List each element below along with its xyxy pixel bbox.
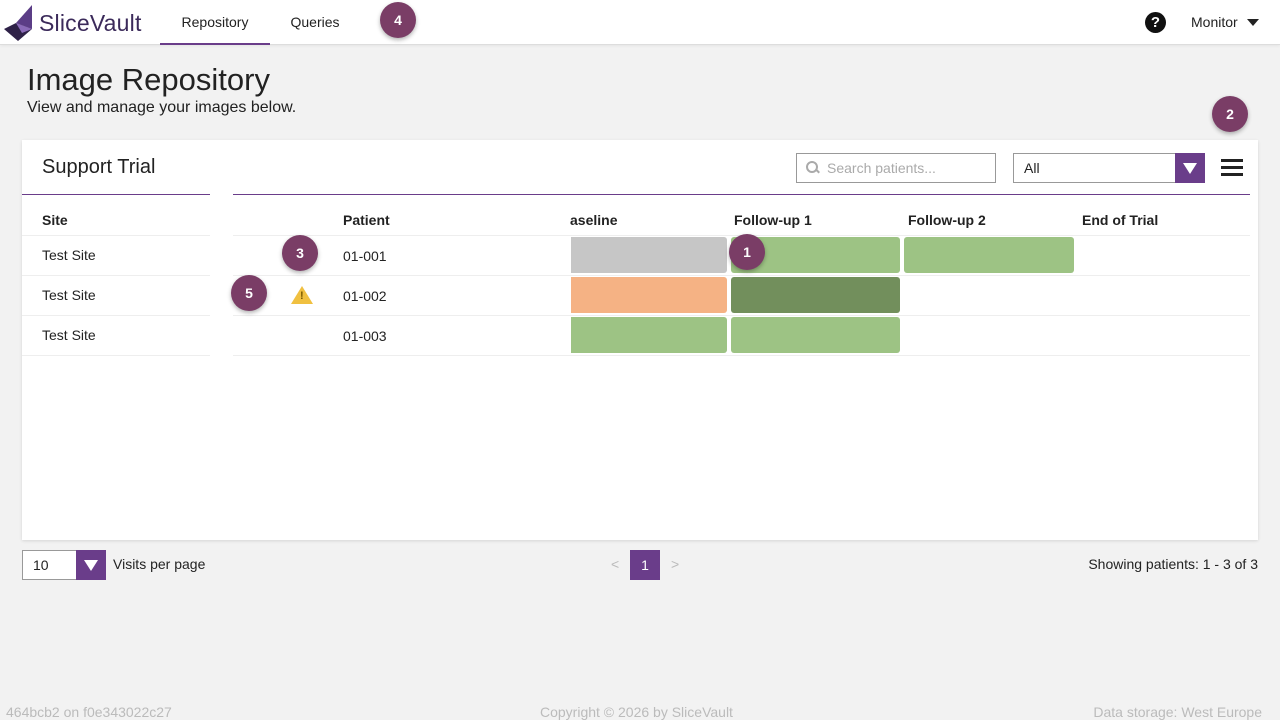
filter-value: All [1024, 160, 1040, 176]
patient-cell[interactable]: 01-001 [343, 248, 387, 264]
tour-badge-3[interactable]: 3 [282, 235, 318, 271]
triangle-down-icon [1183, 163, 1197, 174]
per-page-label: Visits per page [113, 556, 206, 572]
column-header-end-of-trial[interactable]: End of Trial [1082, 212, 1159, 228]
page-title: Image Repository [27, 62, 270, 97]
build-info: 464bcb2 on f0e343022c27 [6, 704, 172, 720]
help-icon[interactable]: ? [1145, 12, 1166, 33]
slicevault-logo-icon [4, 5, 32, 41]
app-name: SliceVault [39, 9, 142, 36]
visit-cell[interactable] [904, 237, 1074, 273]
warning-icon-mark: ! [300, 290, 304, 302]
visit-cell[interactable] [731, 277, 900, 313]
visits-per-page-select[interactable]: 10 [22, 550, 106, 580]
column-header-follow-up-2[interactable]: Follow-up 2 [908, 212, 986, 228]
visit-cell[interactable] [571, 277, 727, 313]
visit-cell[interactable] [731, 317, 900, 353]
app-logo[interactable]: SliceVault [4, 5, 142, 41]
trial-name: Support Trial [42, 156, 156, 178]
column-header-site[interactable]: Site [42, 212, 68, 228]
page-subtitle: View and manage your images below. [27, 99, 297, 116]
tour-badge-2[interactable]: 2 [1212, 96, 1248, 132]
search-input[interactable] [827, 160, 987, 176]
search-icon [806, 161, 820, 175]
data-storage-info: Data storage: West Europe [1093, 704, 1262, 720]
showing-count: Showing patients: 1 - 3 of 3 [1088, 556, 1258, 572]
status-filter-select[interactable]: All [1013, 153, 1205, 183]
tab-queries[interactable]: Queries [290, 14, 340, 30]
warning-icon[interactable] [291, 286, 313, 304]
row-divider [22, 355, 210, 356]
menu-icon[interactable] [1221, 159, 1243, 177]
row-divider [22, 235, 210, 236]
column-header-follow-up-1[interactable]: Follow-up 1 [734, 212, 812, 228]
patient-cell[interactable]: 01-003 [343, 328, 387, 344]
row-divider [22, 315, 210, 316]
site-cell: Test Site [42, 247, 96, 263]
visit-cell[interactable] [571, 237, 727, 273]
column-header-baseline[interactable]: aseline [570, 212, 618, 228]
tour-badge-1[interactable]: 1 [729, 234, 765, 270]
per-page-dropdown-button[interactable] [76, 550, 106, 580]
row-divider [233, 355, 1250, 356]
divider [22, 194, 210, 195]
triangle-down-icon [84, 560, 98, 571]
site-cell: Test Site [42, 327, 96, 343]
tour-badge-5[interactable]: 5 [231, 275, 267, 311]
user-menu-label: Monitor [1191, 14, 1238, 30]
divider [233, 194, 1250, 195]
repository-card: Support Trial All Site Patient aseline F… [22, 140, 1258, 540]
tab-repository[interactable]: Repository [160, 0, 270, 45]
row-divider [233, 315, 1250, 316]
row-divider [233, 275, 1250, 276]
site-cell: Test Site [42, 287, 96, 303]
filter-dropdown-button[interactable] [1175, 153, 1205, 183]
next-page-button[interactable]: > [671, 556, 680, 572]
chevron-down-icon [1246, 19, 1259, 26]
row-divider [22, 275, 210, 276]
column-header-patient[interactable]: Patient [343, 212, 390, 228]
visit-cell[interactable] [571, 317, 727, 353]
page-1-button[interactable]: 1 [630, 550, 660, 580]
patient-cell[interactable]: 01-002 [343, 288, 387, 304]
copyright: Copyright © 2026 by SliceVault [540, 704, 733, 720]
search-box[interactable] [796, 153, 996, 183]
tour-badge-4[interactable]: 4 [380, 2, 416, 38]
per-page-value: 10 [33, 557, 49, 573]
user-menu[interactable]: Monitor [1191, 0, 1259, 45]
top-bar: SliceVault Repository Queries ? Monitor [0, 0, 1280, 45]
prev-page-button[interactable]: < [611, 556, 620, 572]
